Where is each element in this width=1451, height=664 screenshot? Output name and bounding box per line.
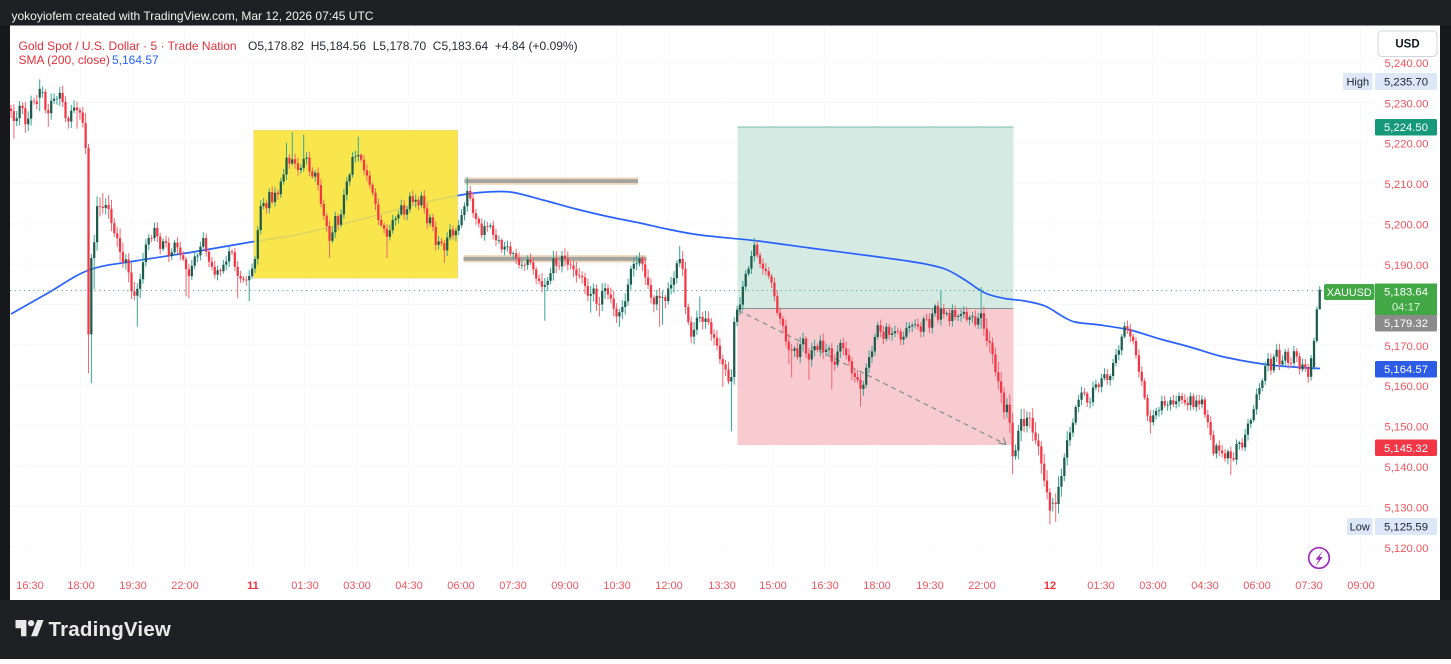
svg-text:5,164.57: 5,164.57 xyxy=(1384,364,1428,376)
svg-text:12: 12 xyxy=(1044,580,1056,592)
svg-text:10:30: 10:30 xyxy=(603,580,631,592)
svg-text:yokoyiofem created with Tradin: yokoyiofem created with TradingView.com,… xyxy=(12,9,374,23)
svg-text:USD: USD xyxy=(1395,39,1419,51)
svg-text:03:00: 03:00 xyxy=(343,580,371,592)
svg-text:5,240.00: 5,240.00 xyxy=(1385,58,1429,70)
svg-text:13:30: 13:30 xyxy=(708,580,736,592)
svg-text:15:00: 15:00 xyxy=(759,580,787,592)
svg-text:19:30: 19:30 xyxy=(916,580,944,592)
svg-text:22:00: 22:00 xyxy=(171,580,199,592)
svg-text:5,145.32: 5,145.32 xyxy=(1384,443,1428,455)
svg-text:07:30: 07:30 xyxy=(1295,580,1323,592)
svg-text:Low: Low xyxy=(1350,522,1370,534)
svg-text:03:00: 03:00 xyxy=(1139,580,1167,592)
svg-text:5,150.00: 5,150.00 xyxy=(1385,422,1429,434)
svg-text:O5,178.82 H5,184.56 L5,178.7: O5,178.82 H5,184.56 L5,178.70 C5,183.64 … xyxy=(248,39,578,53)
svg-text:5,170.00: 5,170.00 xyxy=(1385,341,1429,353)
svg-text:SMA (200, close): SMA (200, close) xyxy=(19,53,110,67)
svg-text:Gold Spot / U.S. Dollar · 5 ·: Gold Spot / U.S. Dollar · 5 · Trade Nati… xyxy=(19,39,237,53)
svg-text:5,224.50: 5,224.50 xyxy=(1384,122,1428,134)
svg-text:07:30: 07:30 xyxy=(499,580,527,592)
svg-text:5,160.00: 5,160.00 xyxy=(1385,381,1429,393)
svg-text:5,140.00: 5,140.00 xyxy=(1385,462,1429,474)
svg-text:5,190.00: 5,190.00 xyxy=(1385,260,1429,272)
svg-text:06:00: 06:00 xyxy=(447,580,475,592)
svg-text:5,230.00: 5,230.00 xyxy=(1385,98,1429,110)
svg-text:TradingView: TradingView xyxy=(49,618,172,641)
svg-text:5,179.32: 5,179.32 xyxy=(1384,318,1428,330)
svg-text:18:00: 18:00 xyxy=(863,580,891,592)
svg-text:06:00: 06:00 xyxy=(1243,580,1271,592)
svg-text:04:30: 04:30 xyxy=(395,580,423,592)
svg-text:High: High xyxy=(1346,77,1369,89)
svg-text:11: 11 xyxy=(247,580,259,592)
svg-text:5,183.64: 5,183.64 xyxy=(1384,287,1428,299)
svg-text:01:30: 01:30 xyxy=(1087,580,1115,592)
svg-text:5,125.59: 5,125.59 xyxy=(1384,522,1428,534)
svg-text:22:00: 22:00 xyxy=(968,580,996,592)
svg-text:12:00: 12:00 xyxy=(655,580,683,592)
svg-text:04:30: 04:30 xyxy=(1191,580,1219,592)
svg-text:5,210.00: 5,210.00 xyxy=(1385,179,1429,191)
svg-text:5,130.00: 5,130.00 xyxy=(1385,503,1429,515)
svg-text:09:00: 09:00 xyxy=(1347,580,1375,592)
svg-text:5,200.00: 5,200.00 xyxy=(1385,220,1429,232)
svg-text:18:00: 18:00 xyxy=(67,580,95,592)
svg-text:09:00: 09:00 xyxy=(551,580,579,592)
svg-text:01:30: 01:30 xyxy=(291,580,319,592)
svg-text:04:17: 04:17 xyxy=(1392,302,1420,314)
svg-text:16:30: 16:30 xyxy=(811,580,839,592)
svg-text:19:30: 19:30 xyxy=(119,580,147,592)
svg-text:5,120.00: 5,120.00 xyxy=(1385,543,1429,555)
svg-text:5,220.00: 5,220.00 xyxy=(1385,139,1429,151)
svg-text:16:30: 16:30 xyxy=(16,580,44,592)
svg-text:5,235.70: 5,235.70 xyxy=(1384,77,1428,89)
svg-text:5,164.57: 5,164.57 xyxy=(112,53,159,67)
svg-text:XAUUSD: XAUUSD xyxy=(1327,287,1372,299)
